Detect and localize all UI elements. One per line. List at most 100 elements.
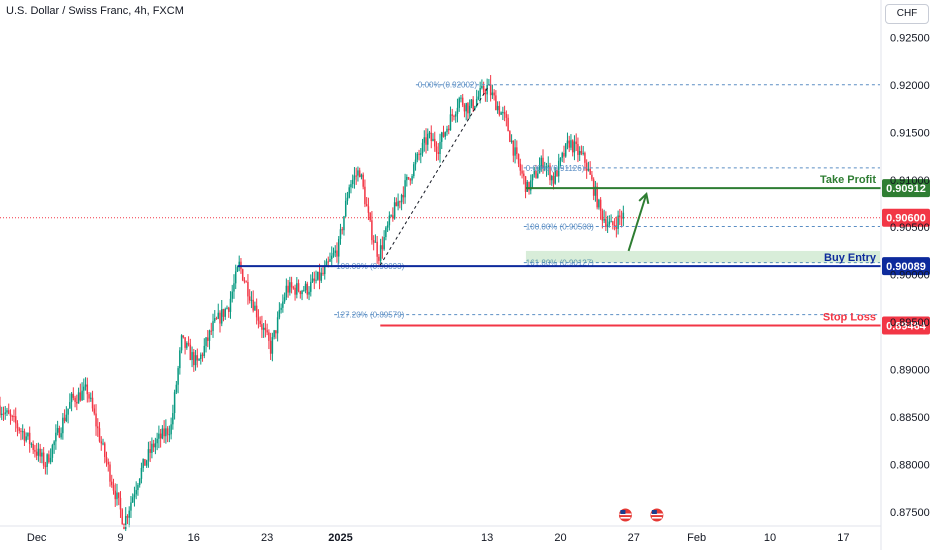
candle-body: [86, 384, 89, 395]
candle-body: [475, 98, 478, 107]
candle-body: [552, 176, 555, 184]
candle-body: [149, 449, 151, 453]
candle-body: [557, 160, 560, 177]
level-price-label: 0.89464: [886, 320, 927, 332]
candle-body: [264, 327, 267, 331]
candle-body: [453, 115, 455, 117]
level-price-tag: [882, 179, 930, 198]
flag-stripe: [650, 513, 663, 516]
candle-body: [296, 283, 298, 295]
candle-body: [409, 178, 412, 181]
candle-body: [460, 97, 462, 99]
candle-body: [194, 355, 197, 366]
candle-body: [622, 212, 625, 219]
candle-body: [193, 352, 195, 366]
candle-body: [126, 516, 129, 518]
candle-body: [320, 272, 323, 281]
candle-body: [208, 330, 211, 341]
candle-body: [430, 132, 433, 142]
candle-body: [184, 337, 186, 348]
currency-button[interactable]: CHF: [885, 4, 929, 24]
level-price-label: 0.90912: [886, 183, 926, 195]
candle-body: [234, 271, 237, 284]
candle-body: [140, 467, 143, 479]
candle-body: [334, 250, 336, 253]
candle-body: [250, 299, 253, 301]
candle-body: [170, 424, 172, 435]
candle-body: [84, 384, 87, 387]
candle-body: [21, 431, 24, 433]
candle-body: [418, 153, 420, 155]
x-tick-label: 9: [117, 532, 123, 544]
current-price-tag: [882, 208, 930, 227]
candle-body: [83, 386, 85, 391]
candle-body: [180, 335, 183, 351]
candle-body: [582, 152, 584, 154]
x-tick-label: 17: [837, 532, 849, 544]
x-tick-label: 13: [481, 532, 493, 544]
candle-body: [81, 390, 83, 401]
candle-body: [276, 317, 279, 334]
candle-body: [393, 202, 396, 219]
candle-body: [556, 170, 558, 177]
candle-body: [605, 219, 607, 228]
y-tick-label: 0.91000: [890, 175, 930, 187]
candle-body: [283, 297, 286, 302]
candle-body: [523, 173, 525, 177]
candle-body: [152, 443, 155, 448]
candle-body: [133, 494, 136, 498]
candle-body: [28, 432, 31, 444]
candle-body: [571, 140, 574, 153]
candle-body: [135, 490, 137, 495]
candle-body: [566, 140, 569, 144]
fib-level-label: 100.00% (0.90508): [526, 222, 594, 231]
candle-body: [432, 138, 434, 142]
current-price-label: 0.90600: [886, 213, 926, 225]
candle-body: [212, 321, 214, 332]
candle-body: [414, 159, 417, 165]
candle-body: [589, 168, 591, 175]
candle-body: [109, 464, 111, 482]
candle-body: [530, 180, 532, 191]
candle-body: [386, 225, 389, 228]
candle-body: [196, 355, 199, 361]
level-price-label: 0.90089: [886, 261, 926, 273]
candle-body: [535, 170, 537, 178]
candle-body: [112, 485, 115, 491]
candle-body: [269, 340, 272, 354]
candle-body: [585, 162, 588, 171]
candle-body: [175, 384, 178, 393]
candle-body: [594, 186, 597, 196]
candle-body: [238, 261, 240, 268]
candle-body: [468, 105, 471, 114]
candle-body: [304, 283, 307, 291]
x-tick-label: 23: [261, 532, 273, 544]
candle-body: [163, 428, 165, 437]
candle-body: [63, 417, 66, 422]
candle-body: [519, 163, 522, 171]
us-flag-event-icon: [649, 507, 665, 523]
candle-body: [271, 337, 274, 354]
candle-body: [219, 312, 221, 324]
candle-body: [48, 454, 50, 463]
candle-body: [330, 255, 333, 260]
candle-body: [496, 105, 499, 111]
fib-level-label: 0.00% (0.92002): [418, 81, 477, 90]
candle-body: [79, 392, 82, 401]
projection-arrow-head: [638, 192, 650, 205]
candle-body: [200, 354, 202, 360]
candle-body: [147, 449, 150, 461]
candle-body: [449, 114, 452, 131]
candle-body: [76, 401, 78, 404]
candle-body: [16, 423, 19, 429]
candle-body: [173, 392, 176, 414]
candle-body: [93, 408, 96, 414]
fib-level-label: 161.80% (0.90127): [526, 259, 594, 268]
candle-body: [297, 283, 300, 292]
candle-body: [189, 344, 192, 361]
candle-body: [346, 197, 349, 201]
candle-body: [531, 174, 534, 181]
candle-body: [383, 236, 385, 250]
